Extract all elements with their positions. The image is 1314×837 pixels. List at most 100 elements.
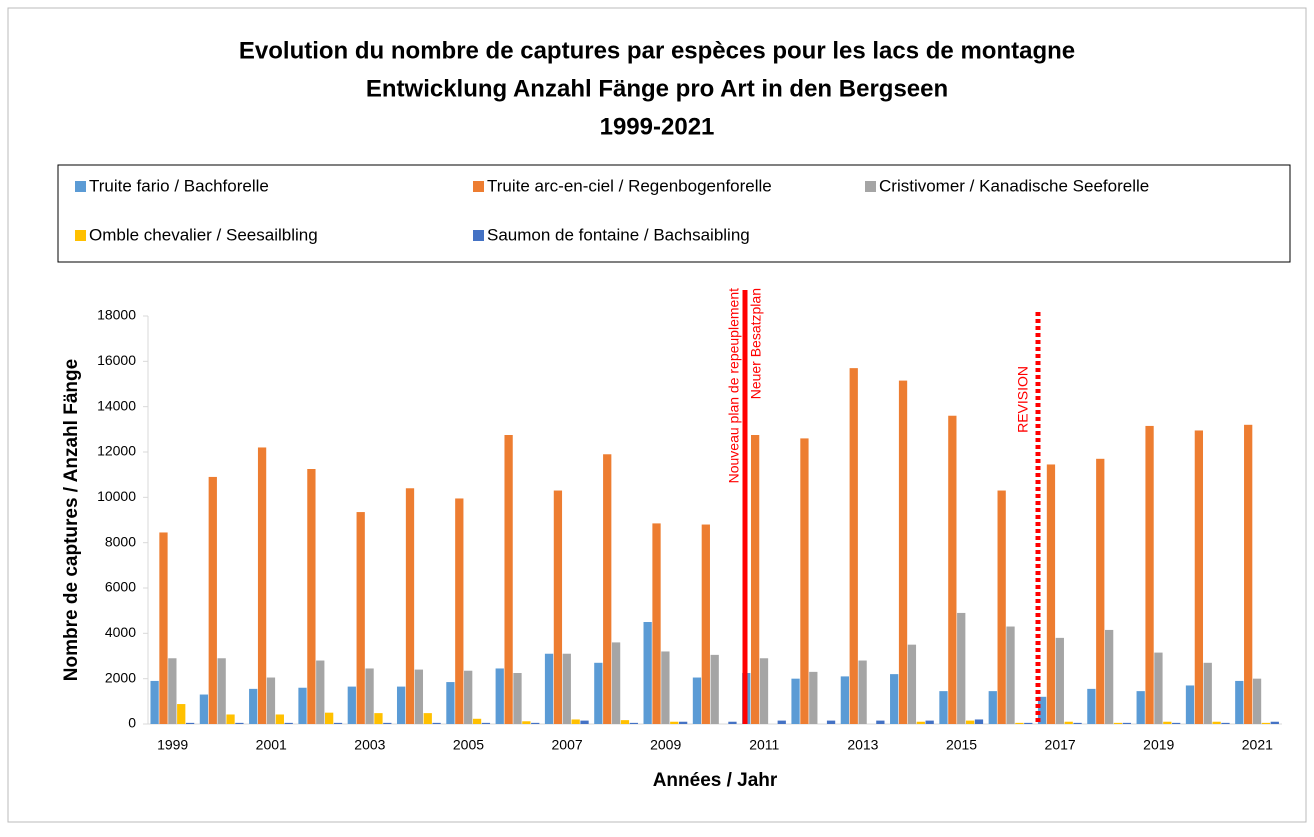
x-tick-label: 2015: [946, 737, 977, 753]
bar: [1046, 464, 1056, 724]
bar: [217, 658, 226, 724]
bar: [948, 415, 957, 724]
x-tick-label: 1999: [157, 737, 188, 753]
bar: [661, 651, 670, 724]
y-tick-label: 4000: [105, 624, 136, 640]
bar: [629, 722, 638, 724]
bar: [531, 722, 540, 724]
bar: [1113, 722, 1123, 724]
bar: [898, 380, 908, 724]
bar: [249, 688, 258, 724]
bar: [168, 658, 177, 724]
y-tick-label: 16000: [97, 352, 136, 368]
bar: [1015, 722, 1024, 724]
bar: [396, 686, 406, 724]
bar: [1185, 685, 1195, 724]
y-tick-label: 18000: [97, 307, 136, 323]
bar: [1221, 722, 1230, 724]
bar: [1055, 637, 1064, 724]
bar: [1122, 722, 1132, 724]
bar: [374, 713, 383, 724]
annotation-text: Neuer Besatzplan: [748, 288, 764, 399]
bar: [383, 722, 392, 724]
legend-box: [57, 164, 1291, 263]
bar: [777, 720, 786, 724]
bar: [544, 653, 554, 724]
bar: [185, 722, 195, 724]
bar: [974, 719, 984, 724]
bar: [603, 454, 612, 724]
x-tick-label: 2011: [749, 737, 779, 753]
bar: [199, 694, 209, 724]
chart-title: 1999-2021: [600, 113, 715, 140]
bar: [414, 669, 424, 724]
bar: [620, 720, 630, 724]
bar: [1037, 696, 1047, 724]
bar: [1261, 722, 1271, 724]
bar: [643, 622, 652, 724]
annotation-text: Nouveau plan de repeuplement: [726, 288, 742, 483]
bar: [849, 368, 858, 724]
bar: [266, 677, 276, 724]
y-tick-label: 8000: [105, 533, 136, 549]
bar: [679, 721, 688, 724]
legend-swatch: [473, 230, 484, 241]
chart-title: Evolution du nombre de captures par espè…: [239, 37, 1075, 64]
bar: [235, 722, 244, 724]
bar: [594, 662, 603, 724]
y-tick-label: 10000: [97, 488, 136, 504]
bar: [495, 668, 504, 724]
bar: [1244, 424, 1253, 724]
bar: [876, 720, 885, 724]
bar: [1270, 721, 1279, 724]
bar: [226, 714, 235, 724]
bar: [504, 435, 513, 724]
legend-label: Omble chevalier / Seesailbling: [89, 225, 318, 244]
bar: [1006, 626, 1015, 724]
bar: [275, 714, 284, 724]
x-tick-label: 2017: [1045, 737, 1076, 753]
bar: [1096, 458, 1105, 724]
x-tick-label: 2001: [256, 737, 287, 753]
bar: [464, 670, 473, 724]
y-axis-label: Nombre de captures / Anzahl Fänge: [61, 359, 82, 681]
bar: [939, 691, 948, 724]
bar: [562, 653, 571, 724]
bar: [965, 720, 975, 724]
bar: [1203, 662, 1212, 724]
bar: [257, 447, 267, 724]
bar: [1087, 688, 1096, 724]
bar: [759, 658, 769, 724]
bar: [701, 524, 710, 724]
bar: [571, 719, 580, 724]
bar: [840, 676, 850, 724]
bar: [423, 713, 432, 724]
bar: [916, 721, 925, 724]
y-tick-label: 2000: [105, 669, 136, 685]
bar: [750, 435, 760, 724]
bar: [791, 678, 800, 724]
bar: [208, 476, 217, 724]
bar: [1064, 721, 1073, 724]
bar: [858, 660, 867, 724]
x-tick-label: 2009: [650, 737, 681, 753]
bar: [298, 687, 307, 724]
chart-title: Entwicklung Anzahl Fänge pro Art in den …: [366, 75, 948, 102]
bar: [150, 680, 159, 724]
bar: [347, 686, 356, 724]
bar: [997, 490, 1006, 724]
bar: [455, 498, 464, 724]
legend-swatch: [865, 181, 876, 192]
bar: [1163, 721, 1172, 724]
bar: [580, 720, 589, 724]
bar: [405, 488, 415, 724]
bar: [925, 720, 934, 724]
bar: [809, 671, 818, 724]
x-axis-label: Années / Jahr: [653, 770, 778, 791]
legend-label: Truite fario / Bachforelle: [89, 176, 269, 195]
bar: [316, 660, 325, 724]
y-tick-label: 0: [128, 715, 136, 731]
bar: [446, 682, 455, 724]
x-tick-label: 2007: [552, 737, 583, 753]
